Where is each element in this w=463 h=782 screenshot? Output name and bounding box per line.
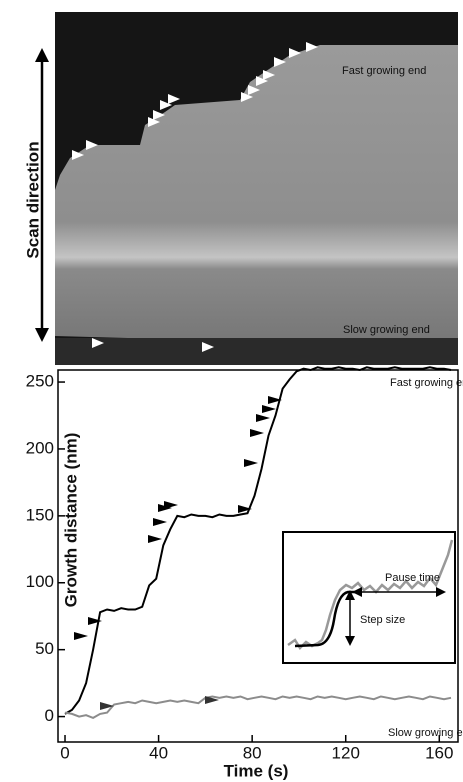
- inset-fit: [294, 590, 362, 648]
- series-line: [64, 695, 452, 720]
- chart-arrowheads: [74, 396, 282, 710]
- inset-trace: [287, 539, 454, 650]
- y-tick-label: 200: [26, 438, 54, 457]
- kymograph-slow-band: [55, 338, 458, 365]
- series-label: Fast growing end: [390, 377, 463, 389]
- x-tick-label: 40: [149, 743, 168, 762]
- pause-arrow-head: [352, 587, 362, 597]
- kymograph-top-label: Fast growing end: [342, 65, 426, 77]
- y-axis-label: Growth distance (nm): [61, 433, 80, 608]
- inset-label: Step size: [360, 614, 405, 626]
- series-label: Slow growing end: [388, 727, 463, 739]
- series-line: [64, 366, 452, 715]
- y-tick-label: 50: [35, 639, 54, 658]
- kymograph: Fast growing end Slow growing end Scan d…: [23, 12, 458, 365]
- scan-arrow-head: [35, 48, 49, 62]
- plot-area: 0 40 80 120 160 0 50 100 150 200 250: [26, 366, 453, 762]
- inset-label: Pause time: [385, 572, 440, 584]
- kymograph-bottom-label: Slow growing end: [343, 324, 430, 336]
- x-axis-label: Time (s): [224, 761, 289, 780]
- scan-arrow-head: [35, 328, 49, 342]
- x-tick-label: 120: [332, 743, 360, 762]
- x-tick-label: 0: [60, 743, 69, 762]
- x-tick-label: 160: [425, 743, 453, 762]
- y-tick-label: 250: [26, 372, 54, 391]
- step-arrow-head: [345, 590, 355, 600]
- pause-arrow-head: [436, 587, 446, 597]
- y-tick-label: 0: [45, 706, 54, 725]
- kymograph-axis-label: Scan direction: [23, 141, 42, 258]
- inset-frame: [282, 531, 456, 664]
- x-tick-label: 80: [243, 743, 262, 762]
- y-tick-label: 150: [26, 505, 54, 524]
- kymograph-arrowheads: [72, 42, 318, 352]
- step-arrow-head: [345, 636, 355, 646]
- inset: Pause time Step size: [282, 531, 456, 664]
- y-tick-label: 100: [26, 572, 54, 591]
